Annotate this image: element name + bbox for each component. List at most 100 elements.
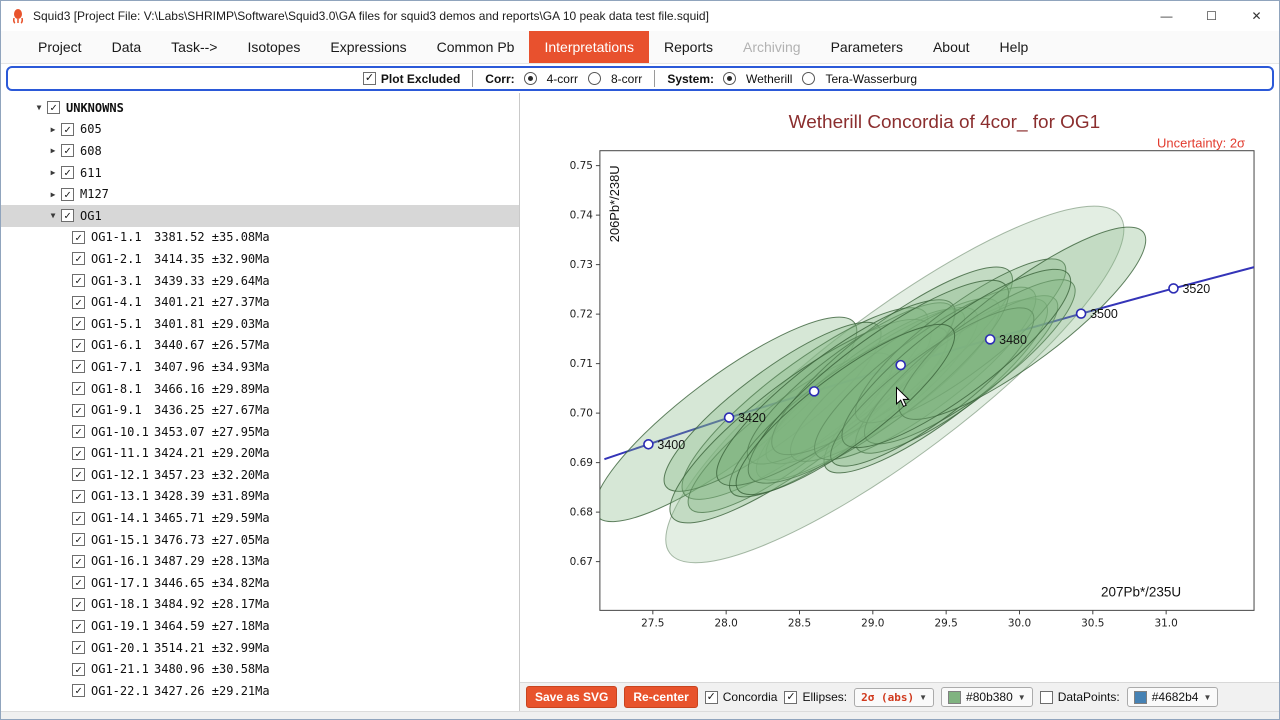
tree-item-checkbox[interactable]: ✓ [72,662,85,676]
menu-item-isotopes[interactable]: Isotopes [247,39,301,55]
tree-row-og1-11-1[interactable]: ✓ OG1-11.1 3424.21 ±29.20Ma [1,443,519,465]
ellipses-checkbox[interactable]: ✓ [784,690,798,704]
expand-icon[interactable]: ▶ [50,146,56,156]
tree-row-605[interactable]: ▶ ✓ 605 [1,119,519,141]
tree-row-og1-4-1[interactable]: ✓ OG1-4.1 3401.21 ±27.37Ma [1,291,519,313]
tree-row-unknowns[interactable]: ▼ ✓ UNKNOWNS [1,97,519,119]
tree-row-og1-6-1[interactable]: ✓ OG1-6.1 3440.67 ±26.57Ma [1,335,519,357]
tree-row-og1-21-1[interactable]: ✓ OG1-21.1 3480.96 ±30.58Ma [1,658,519,680]
concordia-checkbox[interactable]: ✓ [704,690,718,704]
tree-row-og1-16-1[interactable]: ✓ OG1-16.1 3487.29 ±28.13Ma [1,550,519,572]
datapoints-option[interactable]: DataPoints: [1039,690,1120,704]
system-option-tera-wasserburg[interactable]: Tera-Wasserburg [802,72,917,86]
system-option-wetherill[interactable]: Wetherill [723,72,792,86]
expand-icon[interactable]: ▶ [50,124,56,134]
tree-item-checkbox[interactable]: ✓ [72,230,85,244]
tree-item-checkbox[interactable]: ✓ [72,403,85,417]
corr-radio-4-corr[interactable] [523,72,537,85]
tree-item-checkbox[interactable]: ✓ [72,641,85,655]
tree-row-608[interactable]: ▶ ✓ 608 [1,140,519,162]
tree-row-og1-9-1[interactable]: ✓ OG1-9.1 3436.25 ±27.67Ma [1,399,519,421]
tree-item-checkbox[interactable]: ✓ [61,144,74,158]
recenter-button[interactable]: Re-center [624,686,698,708]
save-svg-button[interactable]: Save as SVG [526,686,618,708]
tree-item-checkbox[interactable]: ✓ [72,252,85,266]
corr-radio-8-corr[interactable] [587,72,601,85]
tree-row-og1-15-1[interactable]: ✓ OG1-15.1 3476.73 ±27.05Ma [1,529,519,551]
collapse-icon[interactable]: ▼ [36,103,42,113]
tree-row-og1-18-1[interactable]: ✓ OG1-18.1 3484.92 ±28.17Ma [1,594,519,616]
plot-excluded-checkbox[interactable]: ✓ [362,72,376,85]
plot-excluded-option[interactable]: ✓ Plot Excluded [362,72,460,86]
tree-row-og1-3-1[interactable]: ✓ OG1-3.1 3439.33 ±29.64Ma [1,270,519,292]
tree-item-checkbox[interactable]: ✓ [72,489,85,503]
menu-item-help[interactable]: Help [999,39,1029,55]
tree-item-checkbox[interactable]: ✓ [72,468,85,482]
menu-item-reports[interactable]: Reports [663,39,713,55]
tree-item-checkbox[interactable]: ✓ [72,274,85,288]
tree-row-og1-2-1[interactable]: ✓ OG1-2.1 3414.35 ±32.90Ma [1,248,519,270]
tree-item-checkbox[interactable]: ✓ [72,446,85,460]
tree-item-checkbox[interactable]: ✓ [61,122,74,136]
menu-item-task[interactable]: Task--> [171,39,218,55]
concordia-option[interactable]: ✓ Concordia [704,690,777,704]
tree-item-checkbox[interactable]: ✓ [72,360,85,374]
tree-row-og1-12-1[interactable]: ✓ OG1-12.1 3457.23 ±32.20Ma [1,464,519,486]
tree-row-m127[interactable]: ▶ ✓ M127 [1,183,519,205]
tree-row-611[interactable]: ▶ ✓ 611 [1,162,519,184]
tree-row-og1-10-1[interactable]: ✓ OG1-10.1 3453.07 ±27.95Ma [1,421,519,443]
corr-option-8-corr[interactable]: 8-corr [587,72,642,86]
tree-item-checkbox[interactable]: ✓ [72,684,85,698]
menu-item-expressions[interactable]: Expressions [330,39,407,55]
tree-item-checkbox[interactable]: ✓ [72,511,85,525]
system-radio-tera-wasserburg[interactable] [802,72,816,85]
collapse-icon[interactable]: ▼ [50,211,56,221]
datapoints-checkbox[interactable] [1039,690,1053,704]
tree-row-og1-19-1[interactable]: ✓ OG1-19.1 3464.59 ±27.18Ma [1,615,519,637]
menu-item-project[interactable]: Project [38,39,82,55]
tree-item-checkbox[interactable]: ✓ [61,166,74,180]
tree-row-og1-22-1[interactable]: ✓ OG1-22.1 3427.26 ±29.21Ma [1,680,519,702]
tree-item-checkbox[interactable]: ✓ [72,317,85,331]
concordia-chart[interactable]: Wetherill Concordia of 4cor_ for OG1 Unce… [520,93,1279,682]
datapoints-color-dropdown[interactable]: #4682b4 ▼ [1126,687,1219,707]
tree-item-checkbox[interactable]: ✓ [61,209,74,223]
ellipses-sigma-dropdown[interactable]: 2σ (abs) ▼ [854,687,935,707]
tree-row-og1[interactable]: ▼ ✓ OG1 [1,204,519,227]
tree-item-checkbox[interactable]: ✓ [72,597,85,611]
tree-row-og1-20-1[interactable]: ✓ OG1-20.1 3514.21 ±32.99Ma [1,637,519,659]
tree-item-checkbox[interactable]: ✓ [72,338,85,352]
tree-item-checkbox[interactable]: ✓ [72,533,85,547]
tree-row-og1-5-1[interactable]: ✓ OG1-5.1 3401.81 ±29.03Ma [1,313,519,335]
tree-row-og1-14-1[interactable]: ✓ OG1-14.1 3465.71 ±29.59Ma [1,507,519,529]
tree-row-og1-13-1[interactable]: ✓ OG1-13.1 3428.39 ±31.89Ma [1,486,519,508]
expand-icon[interactable]: ▶ [50,189,56,199]
tree-item-checkbox[interactable]: ✓ [47,101,60,115]
error-ellipse [755,306,979,481]
tree-item-checkbox[interactable]: ✓ [72,619,85,633]
menu-item-data[interactable]: Data [111,39,142,55]
tree-row-og1-1-1[interactable]: ✓ OG1-1.1 3381.52 ±35.08Ma [1,227,519,249]
system-radio-wetherill[interactable] [723,72,736,85]
tree-item-checkbox[interactable]: ✓ [72,425,85,439]
ellipses-color-dropdown[interactable]: #80b380 ▼ [941,687,1033,707]
tree-row-og1-17-1[interactable]: ✓ OG1-17.1 3446.65 ±34.82Ma [1,572,519,594]
tree-item-checkbox[interactable]: ✓ [72,576,85,590]
menu-item-about[interactable]: About [932,39,970,55]
minimize-button[interactable]: — [1160,9,1173,23]
menu-item-interpretations[interactable]: Interpretations [529,31,649,63]
sample-tree[interactable]: ▼ ✓ UNKNOWNS ▶ ✓ 605 ▶ ✓ 608 ▶ ✓ 611 ▶ ✓ M127 ▼ ✓ OG1 ✓ OG1… [1,93,520,711]
ellipses-option[interactable]: ✓ Ellipses: [784,690,847,704]
tree-row-og1-7-1[interactable]: ✓ OG1-7.1 3407.96 ±34.93Ma [1,356,519,378]
expand-icon[interactable]: ▶ [50,168,56,178]
tree-row-og1-8-1[interactable]: ✓ OG1-8.1 3466.16 ±29.89Ma [1,378,519,400]
tree-item-checkbox[interactable]: ✓ [72,295,85,309]
menu-item-common-pb[interactable]: Common Pb [436,39,515,55]
tree-item-checkbox[interactable]: ✓ [61,187,74,201]
corr-option-4-corr[interactable]: 4-corr [523,72,578,86]
tree-item-checkbox[interactable]: ✓ [72,382,85,396]
menu-item-parameters[interactable]: Parameters [830,39,903,55]
tree-item-checkbox[interactable]: ✓ [72,554,85,568]
maximize-button[interactable]: ☐ [1206,9,1217,23]
close-button[interactable]: ✕ [1251,9,1262,23]
